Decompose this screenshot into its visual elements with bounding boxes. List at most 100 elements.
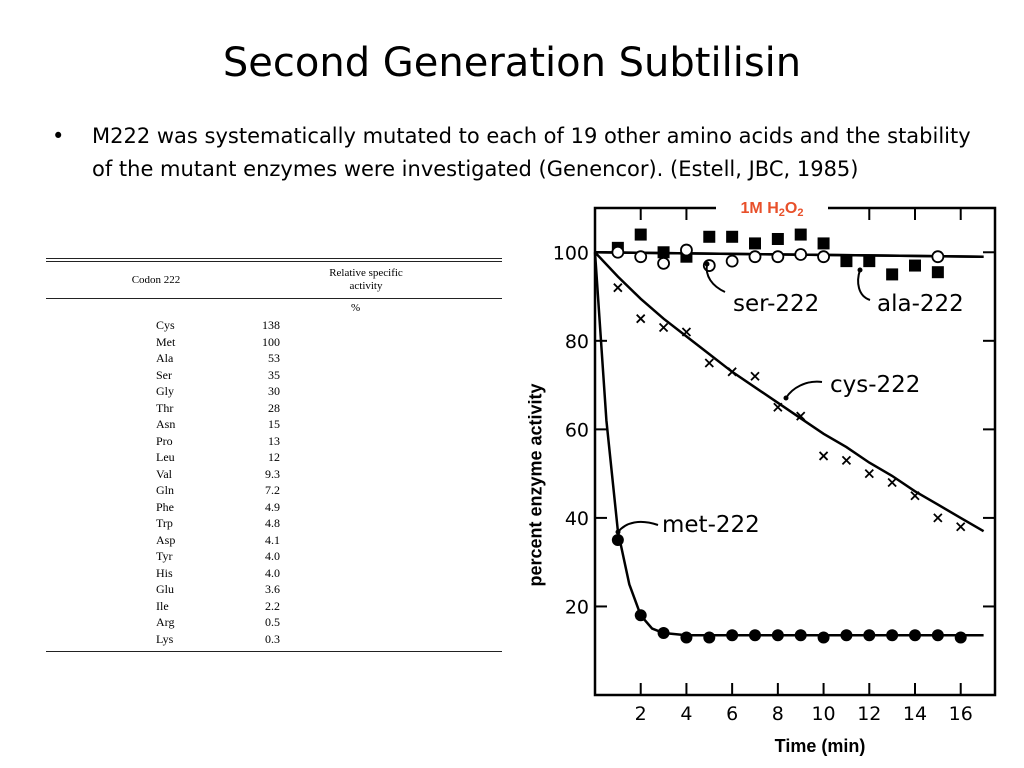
ala-222-point: [931, 266, 944, 279]
column-header-activity-line2: activity: [349, 280, 383, 292]
activity-cell: 53: [268, 351, 280, 365]
ser-222-pointer: [705, 263, 726, 293]
activity-cell: 13: [268, 433, 280, 448]
met-222-point: [657, 627, 670, 640]
codon-cell: Met: [156, 334, 176, 349]
table-bottom-rule: [46, 651, 502, 652]
ala-222-point: [771, 232, 784, 245]
ser-222-point: [771, 250, 785, 264]
codon-cell: Asp: [156, 532, 176, 547]
y-tick-label: 40: [565, 508, 589, 530]
cys-222-point: [773, 402, 783, 412]
cys-222-pointer-head: [783, 395, 789, 401]
met-222-point: [726, 629, 739, 642]
table-top-rule-2: [46, 261, 502, 262]
cys-222-point: [704, 358, 714, 368]
table-row: Val 9.3: [46, 466, 502, 483]
cys-222-pointer: [785, 380, 823, 399]
met-222-point: [634, 609, 647, 622]
plot-frame: [593, 206, 997, 697]
codon-cell: Gln: [156, 483, 174, 497]
y-tick-label: 100: [553, 242, 589, 264]
met-222-point: [703, 631, 716, 644]
cys-222-point: [818, 451, 829, 461]
table-row: Met 100: [46, 334, 502, 351]
cys-222-point: [910, 491, 920, 501]
codon-cell: Asn: [156, 417, 176, 431]
activity-cell: 4.1: [265, 532, 280, 547]
codon-cell: Pro: [156, 433, 173, 448]
codon-cell: Tyr: [156, 549, 173, 563]
met-222-point: [611, 534, 624, 547]
ala-222-point: [634, 228, 647, 241]
codon-cell: Val: [156, 466, 172, 481]
x-tick-label: 10: [811, 703, 835, 725]
table-row: His 4.0: [46, 565, 502, 582]
cys-222-point: [864, 468, 874, 479]
chart-title-prefix: 1M H: [740, 200, 779, 217]
met-222-pointer-head: [615, 529, 621, 535]
cys-222-point: [933, 513, 943, 523]
met-222-point: [909, 629, 921, 642]
codon-cell: Cys: [156, 318, 175, 332]
activity-cell: 4.0: [265, 565, 280, 580]
met-222-point: [840, 629, 853, 642]
slide-title: Second Generation Subtilisin: [222, 40, 802, 86]
y-tick-label: 20: [565, 596, 589, 618]
activity-cell: 30: [268, 384, 280, 398]
chart-title: 1M H2O2: [716, 198, 828, 224]
table-row: Leu 12: [46, 449, 502, 466]
ser-222-point: [611, 245, 625, 259]
table-row: Ser 35: [46, 367, 502, 384]
codon-cell: His: [156, 565, 173, 580]
activity-cell: 2.2: [265, 598, 280, 613]
y-axis-label: percent enzyme activity: [525, 383, 546, 587]
chart-title-sub2: 2: [797, 207, 804, 219]
table-row: Glu 3.6: [46, 581, 502, 598]
activity-cell: 15: [268, 417, 280, 431]
codon-cell: Ser: [156, 367, 172, 382]
column-header-activity: Relative specific activity: [306, 267, 426, 293]
ala-222-point: [657, 246, 670, 259]
met-222-label: met-222: [662, 512, 760, 538]
table-row: Gln 7.2: [46, 482, 502, 499]
codon-activity-table: Codon 222 Relative specific activity % C…: [46, 258, 502, 652]
table-row: Pro 13: [46, 433, 502, 450]
cys-222-point: [636, 314, 646, 324]
codon-cell: Leu: [156, 450, 175, 464]
ala-222-point: [749, 237, 761, 250]
met-222-pointer: [617, 520, 659, 533]
x-tick-label: 12: [857, 703, 881, 725]
y-tick-label: 80: [565, 331, 589, 353]
bullet-marker: •: [52, 124, 65, 148]
bullet-point: • M222 was systematically mutated to eac…: [52, 120, 982, 186]
ala-222-pointer-head: [857, 267, 863, 273]
table-row: Phe 4.9: [46, 499, 502, 516]
met-222-fit-line: [593, 252, 984, 637]
table-row: Ile 2.2: [46, 598, 502, 615]
activity-cell: 7.2: [265, 483, 280, 497]
table-row: Asp 4.1: [46, 532, 502, 549]
activity-cell: 35: [268, 367, 280, 382]
ser-222-point: [931, 250, 945, 264]
ser-222-fit-line: [594, 251, 984, 258]
codon-cell: Arg: [156, 615, 175, 629]
bullet-text: M222 was systematically mutated to each …: [92, 124, 971, 181]
ser-222-point: [725, 254, 739, 268]
cys-222-point: [841, 455, 852, 465]
activity-cell: 4.0: [265, 549, 280, 563]
ala-222-point: [840, 255, 853, 268]
cys-222-point: [727, 367, 737, 377]
activity-cell: 138: [262, 318, 280, 332]
met-222-point: [749, 629, 761, 642]
y-tick-label: 60: [565, 419, 589, 441]
ala-222-point: [726, 230, 739, 243]
met-222-point: [817, 631, 830, 644]
ala-222-pointer: [857, 269, 871, 301]
ala-222-point: [794, 228, 807, 241]
table-header: Codon 222 Relative specific activity: [46, 262, 502, 298]
activity-cell: 4.8: [265, 516, 280, 530]
codon-cell: Glu: [156, 582, 174, 596]
table-row: Asn 15: [46, 416, 502, 433]
column-header-activity-line1: Relative specific: [329, 267, 403, 279]
